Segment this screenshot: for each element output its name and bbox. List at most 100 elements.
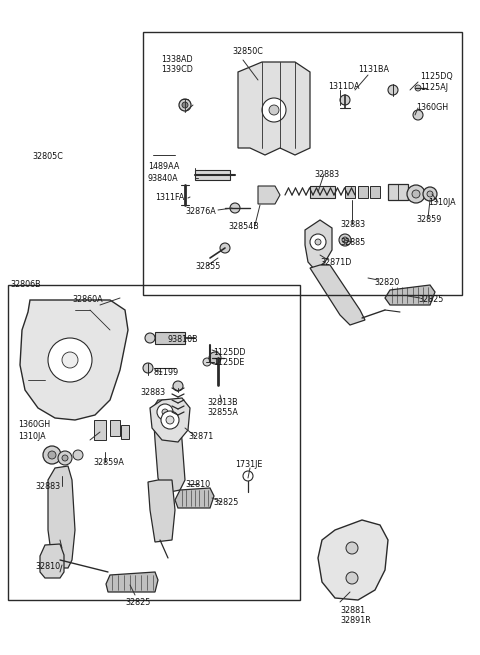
Circle shape	[220, 243, 230, 253]
Text: 1360GH: 1360GH	[416, 103, 448, 112]
Text: 32855: 32855	[195, 262, 220, 271]
Text: 32883: 32883	[140, 388, 165, 397]
Circle shape	[388, 85, 398, 95]
Text: 1125DQ: 1125DQ	[420, 72, 453, 81]
Circle shape	[315, 239, 321, 245]
Circle shape	[62, 352, 78, 368]
Text: 1125DD
1125DE: 1125DD 1125DE	[213, 348, 245, 367]
Circle shape	[48, 451, 56, 459]
Polygon shape	[388, 184, 408, 200]
Text: 32813B
32855A: 32813B 32855A	[207, 398, 238, 417]
Polygon shape	[358, 186, 368, 198]
Text: 1125AJ: 1125AJ	[420, 83, 448, 92]
Polygon shape	[94, 420, 106, 440]
Circle shape	[145, 333, 155, 343]
Text: 32825: 32825	[418, 295, 444, 304]
Circle shape	[173, 381, 183, 391]
Circle shape	[310, 234, 326, 250]
Text: 32871: 32871	[188, 432, 213, 441]
Circle shape	[166, 416, 174, 424]
Text: 1311DA: 1311DA	[328, 82, 360, 91]
Text: 32854B: 32854B	[228, 222, 259, 231]
Text: 93840A: 93840A	[148, 174, 179, 183]
Text: 32810: 32810	[185, 480, 210, 489]
Polygon shape	[310, 186, 335, 198]
Polygon shape	[305, 220, 332, 270]
Polygon shape	[155, 332, 185, 344]
Circle shape	[262, 98, 286, 122]
Circle shape	[209, 352, 221, 364]
Text: 32883: 32883	[35, 482, 60, 491]
Polygon shape	[385, 285, 435, 305]
Polygon shape	[310, 265, 365, 325]
Text: 1311FA: 1311FA	[155, 193, 184, 202]
Text: 32860A: 32860A	[72, 295, 103, 304]
Text: 32881
32891R: 32881 32891R	[340, 606, 371, 626]
Bar	[143, 32, 462, 295]
Polygon shape	[318, 520, 388, 600]
Circle shape	[48, 338, 92, 382]
Text: 32883: 32883	[340, 220, 365, 229]
Circle shape	[415, 85, 421, 91]
Polygon shape	[40, 544, 64, 578]
Circle shape	[412, 190, 420, 198]
Text: 32805C: 32805C	[32, 152, 63, 161]
Polygon shape	[345, 186, 355, 198]
Circle shape	[339, 234, 351, 246]
Circle shape	[230, 203, 240, 213]
Text: 1338AD
1339CD: 1338AD 1339CD	[161, 55, 193, 75]
Circle shape	[62, 455, 68, 461]
Polygon shape	[48, 466, 75, 568]
Bar	[8, 285, 300, 600]
Circle shape	[162, 409, 168, 415]
Text: 1310JA: 1310JA	[428, 198, 456, 207]
Text: 32883: 32883	[314, 170, 339, 179]
Text: 32820: 32820	[374, 278, 399, 287]
Text: 32806B: 32806B	[10, 280, 41, 289]
Circle shape	[157, 404, 173, 420]
Text: 1489AA: 1489AA	[148, 162, 180, 171]
Circle shape	[143, 363, 153, 373]
Circle shape	[43, 446, 61, 464]
Text: 32850C: 32850C	[232, 47, 263, 56]
Text: 32825: 32825	[125, 598, 150, 607]
Polygon shape	[148, 480, 175, 542]
Circle shape	[427, 191, 433, 197]
Text: 32885: 32885	[340, 238, 365, 247]
Circle shape	[182, 102, 188, 108]
Text: 1731JE: 1731JE	[235, 460, 263, 469]
Polygon shape	[20, 300, 128, 420]
Circle shape	[203, 358, 211, 366]
Circle shape	[346, 572, 358, 584]
Circle shape	[342, 237, 348, 243]
Text: 32825: 32825	[213, 498, 239, 507]
Circle shape	[346, 542, 358, 554]
Polygon shape	[153, 400, 185, 492]
Circle shape	[161, 411, 179, 429]
Circle shape	[423, 187, 437, 201]
Circle shape	[179, 99, 191, 111]
Circle shape	[413, 110, 423, 120]
Text: 93810B: 93810B	[167, 335, 198, 344]
Circle shape	[407, 185, 425, 203]
Polygon shape	[121, 425, 129, 439]
Polygon shape	[175, 488, 214, 508]
Polygon shape	[150, 398, 190, 442]
Text: 32810: 32810	[35, 562, 60, 571]
Text: 81199: 81199	[154, 368, 179, 377]
Polygon shape	[195, 170, 230, 180]
Polygon shape	[110, 420, 120, 436]
Polygon shape	[106, 572, 158, 592]
Circle shape	[58, 451, 72, 465]
Text: 32859A: 32859A	[93, 458, 124, 467]
Text: 1131BA: 1131BA	[358, 65, 389, 74]
Text: 1360GH: 1360GH	[18, 420, 50, 429]
Circle shape	[73, 450, 83, 460]
Text: 32876A: 32876A	[185, 207, 216, 216]
Circle shape	[269, 105, 279, 115]
Polygon shape	[370, 186, 380, 198]
Text: 32871D: 32871D	[320, 258, 351, 267]
Text: 1310JA: 1310JA	[18, 432, 46, 441]
Circle shape	[340, 95, 350, 105]
Polygon shape	[238, 62, 310, 155]
